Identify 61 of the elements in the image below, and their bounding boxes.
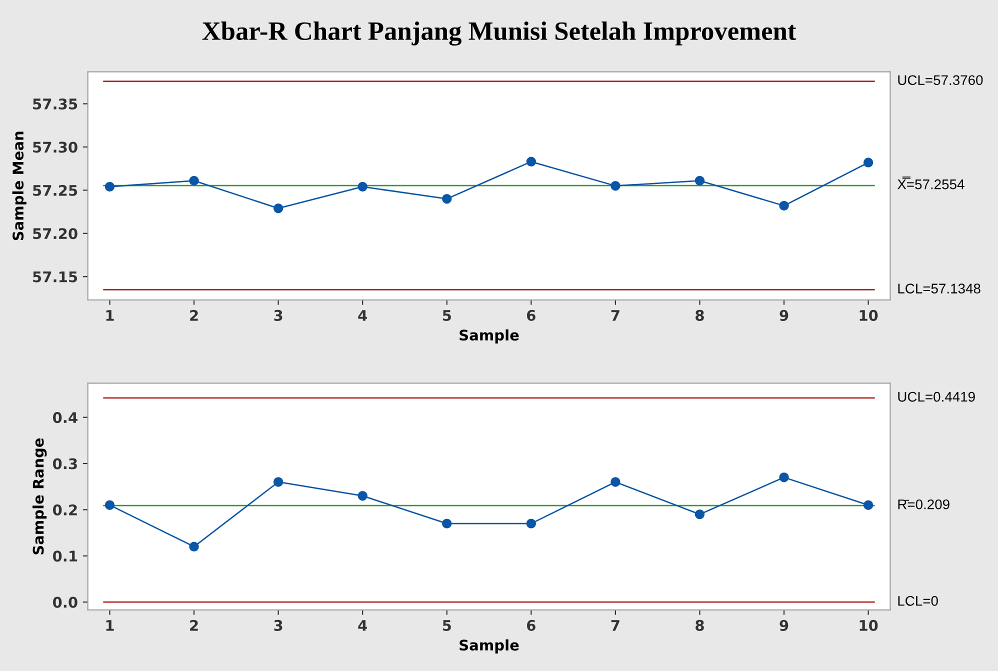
y-tick-label: 57.35 bbox=[33, 98, 78, 110]
x-tick-label: 3 bbox=[274, 620, 282, 631]
ref-line-label: X̿=57.2554 bbox=[897, 176, 964, 190]
point bbox=[863, 500, 874, 510]
x-tick-label: 5 bbox=[442, 620, 451, 631]
y-tick-label: 57.20 bbox=[33, 228, 78, 240]
x-tick-label: 8 bbox=[696, 620, 704, 631]
ref-line-label: LCL=57.1348 bbox=[898, 284, 980, 294]
point bbox=[610, 477, 620, 487]
y-tick-label: 57.25 bbox=[33, 184, 78, 196]
point bbox=[442, 194, 452, 204]
ref-line-label: UCL=57.3760 bbox=[898, 75, 983, 86]
point bbox=[694, 509, 705, 520]
chart-title: Xbar-R Chart Panjang Munisi Setelah Improvement bbox=[202, 21, 796, 46]
y-tick-label: 57.30 bbox=[33, 142, 78, 153]
point bbox=[610, 181, 620, 191]
x-tick-label: 8 bbox=[696, 310, 704, 321]
x-tick-label: 9 bbox=[780, 310, 788, 321]
point bbox=[526, 518, 536, 528]
point bbox=[442, 518, 452, 528]
y-tick-label: 0.3 bbox=[52, 458, 77, 470]
point bbox=[358, 182, 368, 192]
point bbox=[779, 200, 789, 211]
y-tick-label: 0.2 bbox=[52, 504, 77, 516]
point bbox=[779, 472, 789, 482]
point bbox=[526, 156, 536, 167]
x-tick-label: 7 bbox=[611, 620, 620, 631]
x-tick-label: 10 bbox=[860, 310, 878, 321]
y-axis-title: Sample Mean bbox=[12, 132, 26, 240]
y-axis-title: Sample Range bbox=[32, 438, 47, 554]
point bbox=[189, 176, 199, 186]
x-tick-label: 2 bbox=[190, 620, 198, 631]
y-tick-label: 0.0 bbox=[52, 596, 78, 608]
point bbox=[273, 203, 284, 214]
y-tick-label: 0.1 bbox=[52, 550, 78, 562]
point bbox=[189, 542, 199, 552]
x-axis-title: Sample bbox=[460, 329, 519, 344]
x-tick-label: 1 bbox=[106, 620, 114, 631]
x-tick-label: 6 bbox=[526, 310, 536, 321]
point bbox=[104, 182, 115, 192]
y-tick-label: 57.15 bbox=[33, 272, 78, 282]
y-tick-label: 0.4 bbox=[52, 412, 78, 424]
ref-line-label: R̄=0.209 bbox=[898, 499, 950, 510]
point bbox=[273, 477, 284, 487]
x-tick-label: 1 bbox=[106, 310, 114, 321]
point bbox=[863, 158, 874, 168]
x-tick-label: 9 bbox=[780, 620, 788, 631]
point bbox=[104, 500, 115, 510]
x-tick-label: 7 bbox=[611, 310, 620, 321]
point bbox=[358, 490, 368, 501]
x-tick-label: 6 bbox=[526, 620, 536, 631]
x-tick-label: 5 bbox=[442, 310, 451, 321]
point bbox=[694, 176, 705, 186]
ref-line-label: LCL=0 bbox=[898, 596, 938, 606]
x-tick-label: 4 bbox=[358, 310, 367, 321]
x-tick-label: 3 bbox=[274, 310, 282, 321]
x-axis-title: Sample bbox=[460, 639, 519, 654]
x-tick-label: 2 bbox=[190, 310, 198, 321]
x-tick-label: 4 bbox=[358, 620, 367, 631]
x-tick-label: 10 bbox=[860, 620, 878, 631]
ref-line-label: UCL=0.4419 bbox=[898, 392, 975, 402]
